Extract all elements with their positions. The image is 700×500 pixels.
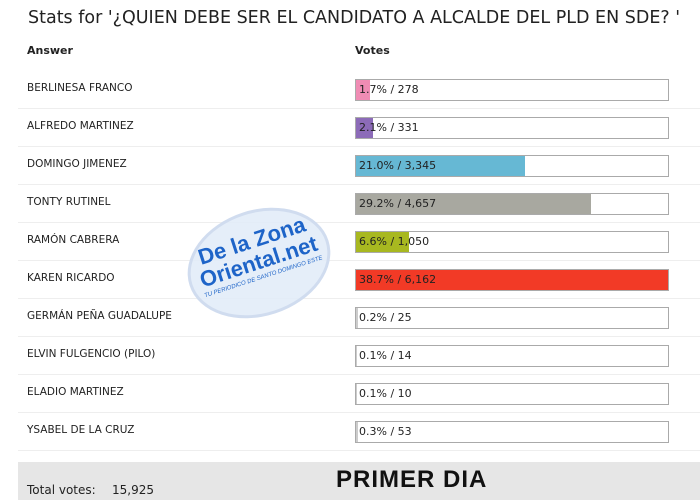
answer-row: BERLINESA FRANCO 1.7% / 278: [18, 70, 700, 109]
answer-row: TONTY RUTINEL 29.2% / 4,657: [18, 184, 700, 223]
answer-name: ELVIN FULGENCIO (PILO): [27, 348, 156, 360]
bar: [356, 156, 526, 176]
answer-name: TONTY RUTINEL: [27, 196, 111, 208]
header-answer: Answer: [27, 44, 73, 57]
bar-track: 2.1% / 331: [355, 117, 669, 139]
vote-label: 0.1% / 10: [359, 387, 412, 400]
bar: [356, 384, 357, 404]
bar-track: 21.0% / 3,345: [355, 155, 669, 177]
bar-track: 6.6% / 1,050: [355, 231, 669, 253]
total-label: Total votes:: [27, 483, 96, 497]
answer-name: GERMÁN PEÑA GUADALUPE: [27, 310, 172, 322]
answer-name: YSABEL DE LA CRUZ: [27, 424, 135, 436]
bar: [356, 118, 373, 138]
bar: [356, 270, 668, 290]
bar: [356, 346, 357, 366]
answer-row: ELVIN FULGENCIO (PILO) 0.1% / 14: [18, 336, 700, 375]
bar-track: 0.2% / 25: [355, 307, 669, 329]
vote-label: 29.2% / 4,657: [359, 197, 437, 210]
bar-track: 0.3% / 53: [355, 421, 669, 443]
vote-label: 1.7% / 278: [359, 83, 419, 96]
vote-label: 2.1% / 331: [359, 121, 419, 134]
vote-label: 0.3% / 53: [359, 425, 412, 438]
answer-row: DOMINGO JIMENEZ 21.0% / 3,345: [18, 146, 700, 185]
total-value: 15,925: [112, 483, 154, 497]
title: Stats for '¿QUIEN DEBE SER EL CANDIDATO …: [28, 8, 681, 28]
bar: [356, 232, 410, 252]
banner: PRIMER DIA: [336, 466, 488, 493]
answer-name: KAREN RICARDO: [27, 272, 115, 284]
answer-name: ALFREDO MARTINEZ: [27, 120, 134, 132]
vote-label: 0.2% / 25: [359, 311, 412, 324]
bar-track: 0.1% / 14: [355, 345, 669, 367]
footer: Total votes: 15,925 PRIMER DIA: [18, 462, 700, 500]
vote-label: 21.0% / 3,345: [359, 159, 437, 172]
bar: [356, 308, 358, 328]
bar-track: 1.7% / 278: [355, 79, 669, 101]
bar: [356, 80, 370, 100]
answer-row: ELADIO MARTINEZ 0.1% / 10: [18, 374, 700, 413]
answer-row: GERMÁN PEÑA GUADALUPE 0.2% / 25: [18, 298, 700, 337]
bar-track: 38.7% / 6,162: [355, 269, 669, 291]
answer-row: RAMÓN CABRERA 6.6% / 1,050: [18, 222, 700, 261]
bar-track: 0.1% / 10: [355, 383, 669, 405]
vote-label: 6.6% / 1,050: [359, 235, 430, 248]
answer-name: ELADIO MARTINEZ: [27, 386, 124, 398]
answer-name: RAMÓN CABRERA: [27, 234, 120, 246]
answer-row: KAREN RICARDO 38.7% / 6,162: [18, 260, 700, 299]
bar: [356, 422, 359, 442]
bar: [356, 194, 592, 214]
answer-row: YSABEL DE LA CRUZ 0.3% / 53: [18, 412, 700, 451]
answer-row: ALFREDO MARTINEZ 2.1% / 331: [18, 108, 700, 147]
answer-name: DOMINGO JIMENEZ: [27, 158, 127, 170]
vote-label: 38.7% / 6,162: [359, 273, 437, 286]
header-votes: Votes: [355, 44, 390, 57]
bar-track: 29.2% / 4,657: [355, 193, 669, 215]
vote-label: 0.1% / 14: [359, 349, 412, 362]
answer-name: BERLINESA FRANCO: [27, 82, 133, 94]
